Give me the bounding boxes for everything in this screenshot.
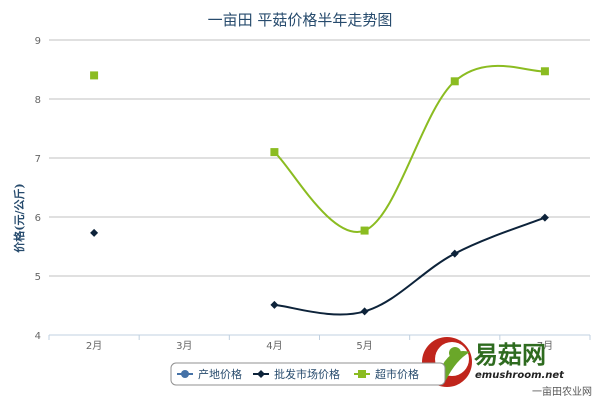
watermark-url: emushroom.net — [475, 370, 565, 381]
x-tick-label: 3月 — [176, 340, 192, 352]
data-point — [90, 228, 99, 237]
data-point — [540, 67, 549, 76]
x-tick-label: 7月 — [537, 340, 553, 352]
data-point — [540, 213, 549, 222]
legend-item[interactable]: 批发市场价格 — [253, 367, 340, 381]
series-line — [273, 64, 546, 233]
grid-lines — [49, 39, 590, 336]
legend-marker — [358, 370, 366, 378]
credit-text: 一亩田农业网 — [532, 385, 592, 398]
series-2 — [90, 64, 549, 235]
y-tick-label: 5 — [35, 272, 41, 283]
data-point — [270, 300, 279, 309]
y-tick-label: 7 — [35, 154, 41, 165]
x-tick-label: 5月 — [356, 340, 372, 352]
y-tick-label: 6 — [35, 213, 41, 224]
legend-item[interactable]: 产地价格 — [177, 367, 242, 381]
legend-label: 超市价格 — [375, 367, 419, 381]
legend-box — [170, 362, 446, 386]
legend: 产地价格 批发市场价格 超市价格 — [170, 362, 446, 386]
legend-marker — [257, 370, 265, 378]
chart-title: 一亩田 平菇价格半年走势图 — [208, 11, 393, 29]
data-point — [360, 307, 369, 316]
y-tick-label: 4 — [35, 331, 41, 342]
x-tick-label: 2月 — [86, 340, 102, 352]
legend-label: 产地价格 — [198, 367, 242, 381]
series-layer — [90, 64, 549, 316]
legend-marker — [181, 370, 189, 378]
watermark-logo: 易菇网 emushroom.net — [422, 337, 565, 387]
data-point — [450, 249, 459, 258]
legend-label: 批发市场价格 — [274, 367, 340, 381]
watermark-name: 易菇网 — [474, 341, 546, 369]
y-axis-label: 价格(元/公斤) — [12, 183, 26, 252]
series-1 — [90, 213, 549, 316]
y-tick-label: 8 — [35, 95, 41, 106]
data-point — [90, 71, 99, 80]
x-tick-label: 4月 — [266, 340, 282, 352]
data-point — [270, 148, 279, 157]
y-tick-labels: 4 5 6 7 8 9 — [35, 36, 41, 342]
data-point — [450, 77, 459, 86]
legend-item[interactable]: 超市价格 — [354, 367, 419, 381]
y-tick-label: 9 — [35, 36, 41, 47]
data-point — [360, 226, 369, 235]
series-line — [274, 216, 546, 316]
